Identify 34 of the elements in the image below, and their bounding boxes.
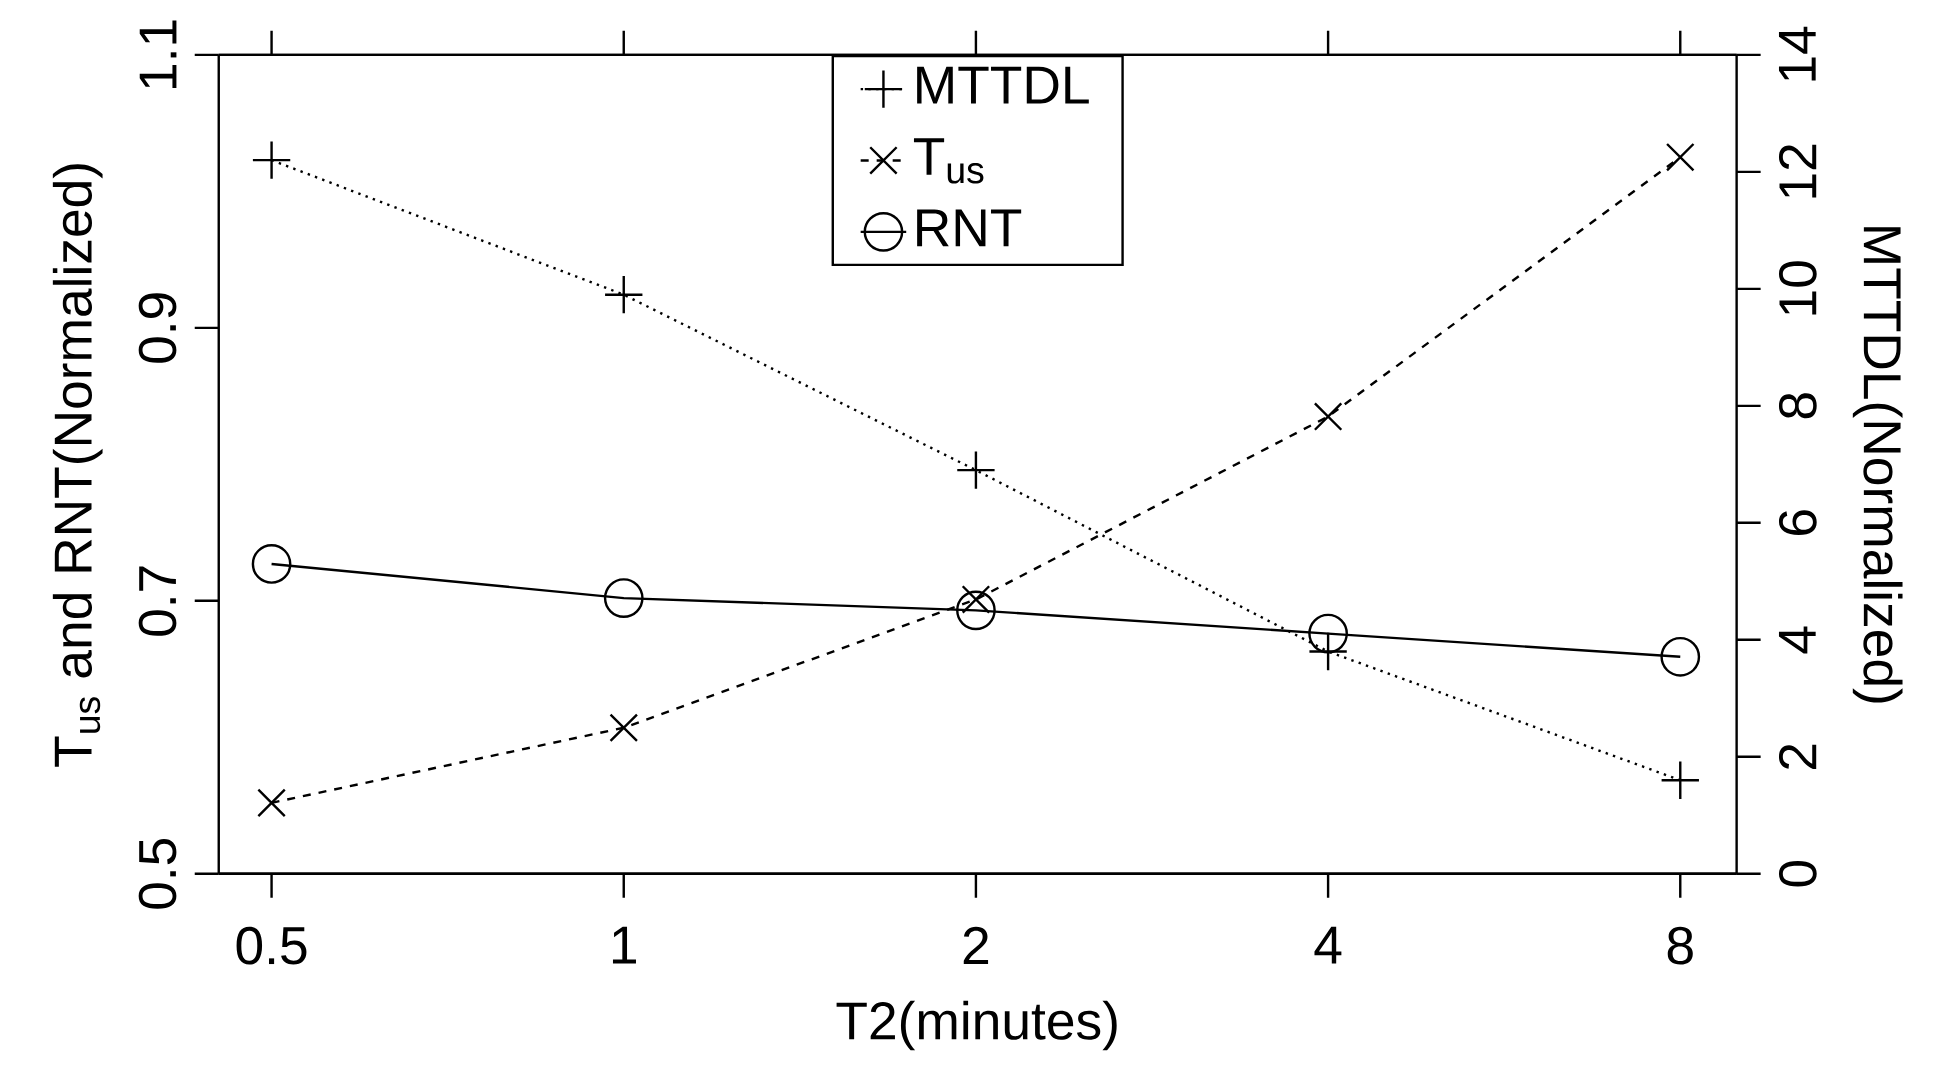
y2-axis-title: MTTDL(Normalized) — [1852, 227, 1903, 703]
point — [1665, 142, 1695, 172]
y2-tick-label: 2 — [1778, 744, 1817, 770]
y2-tick-label: 12 — [1778, 144, 1817, 198]
y-axis-title: T$_{us}$ and RNT(Normalized) — [52, 164, 103, 767]
y-tick-label: 0.7 — [138, 566, 177, 636]
x-tick-label: 8 — [1667, 926, 1693, 965]
point — [956, 590, 996, 631]
y-tick-label: 0.5 — [138, 839, 177, 909]
y2-tick-label: 14 — [1778, 26, 1816, 81]
point — [603, 578, 644, 619]
legend-label: MTTDL — [917, 66, 1089, 104]
y2-tick-label: 8 — [1778, 393, 1817, 419]
x-tick-label: 0.5 — [236, 926, 307, 965]
point — [257, 788, 286, 818]
legend-label: T$_{us}$ — [913, 138, 984, 184]
y2-tick-label: 0 — [1778, 861, 1817, 887]
point — [1308, 613, 1348, 654]
y-tick-label: 0.9 — [138, 293, 177, 363]
point — [251, 544, 292, 584]
point — [1313, 402, 1343, 432]
x-tick-label: 4 — [1314, 926, 1342, 964]
x-tick-label: 1 — [612, 926, 636, 964]
legend-label: RNT — [917, 209, 1022, 247]
y2-tick-label: 6 — [1778, 510, 1817, 535]
y2-tick-label: 10 — [1778, 261, 1817, 315]
x-axis-title: T2(minutes) — [836, 1000, 1117, 1051]
point — [605, 276, 643, 314]
y-tick-label: 1.1 — [139, 20, 177, 88]
x-tick-label: 2 — [963, 926, 989, 965]
point — [252, 141, 291, 179]
point — [1660, 636, 1701, 677]
point — [609, 713, 639, 743]
y2-tick-label: 4 — [1778, 626, 1816, 654]
